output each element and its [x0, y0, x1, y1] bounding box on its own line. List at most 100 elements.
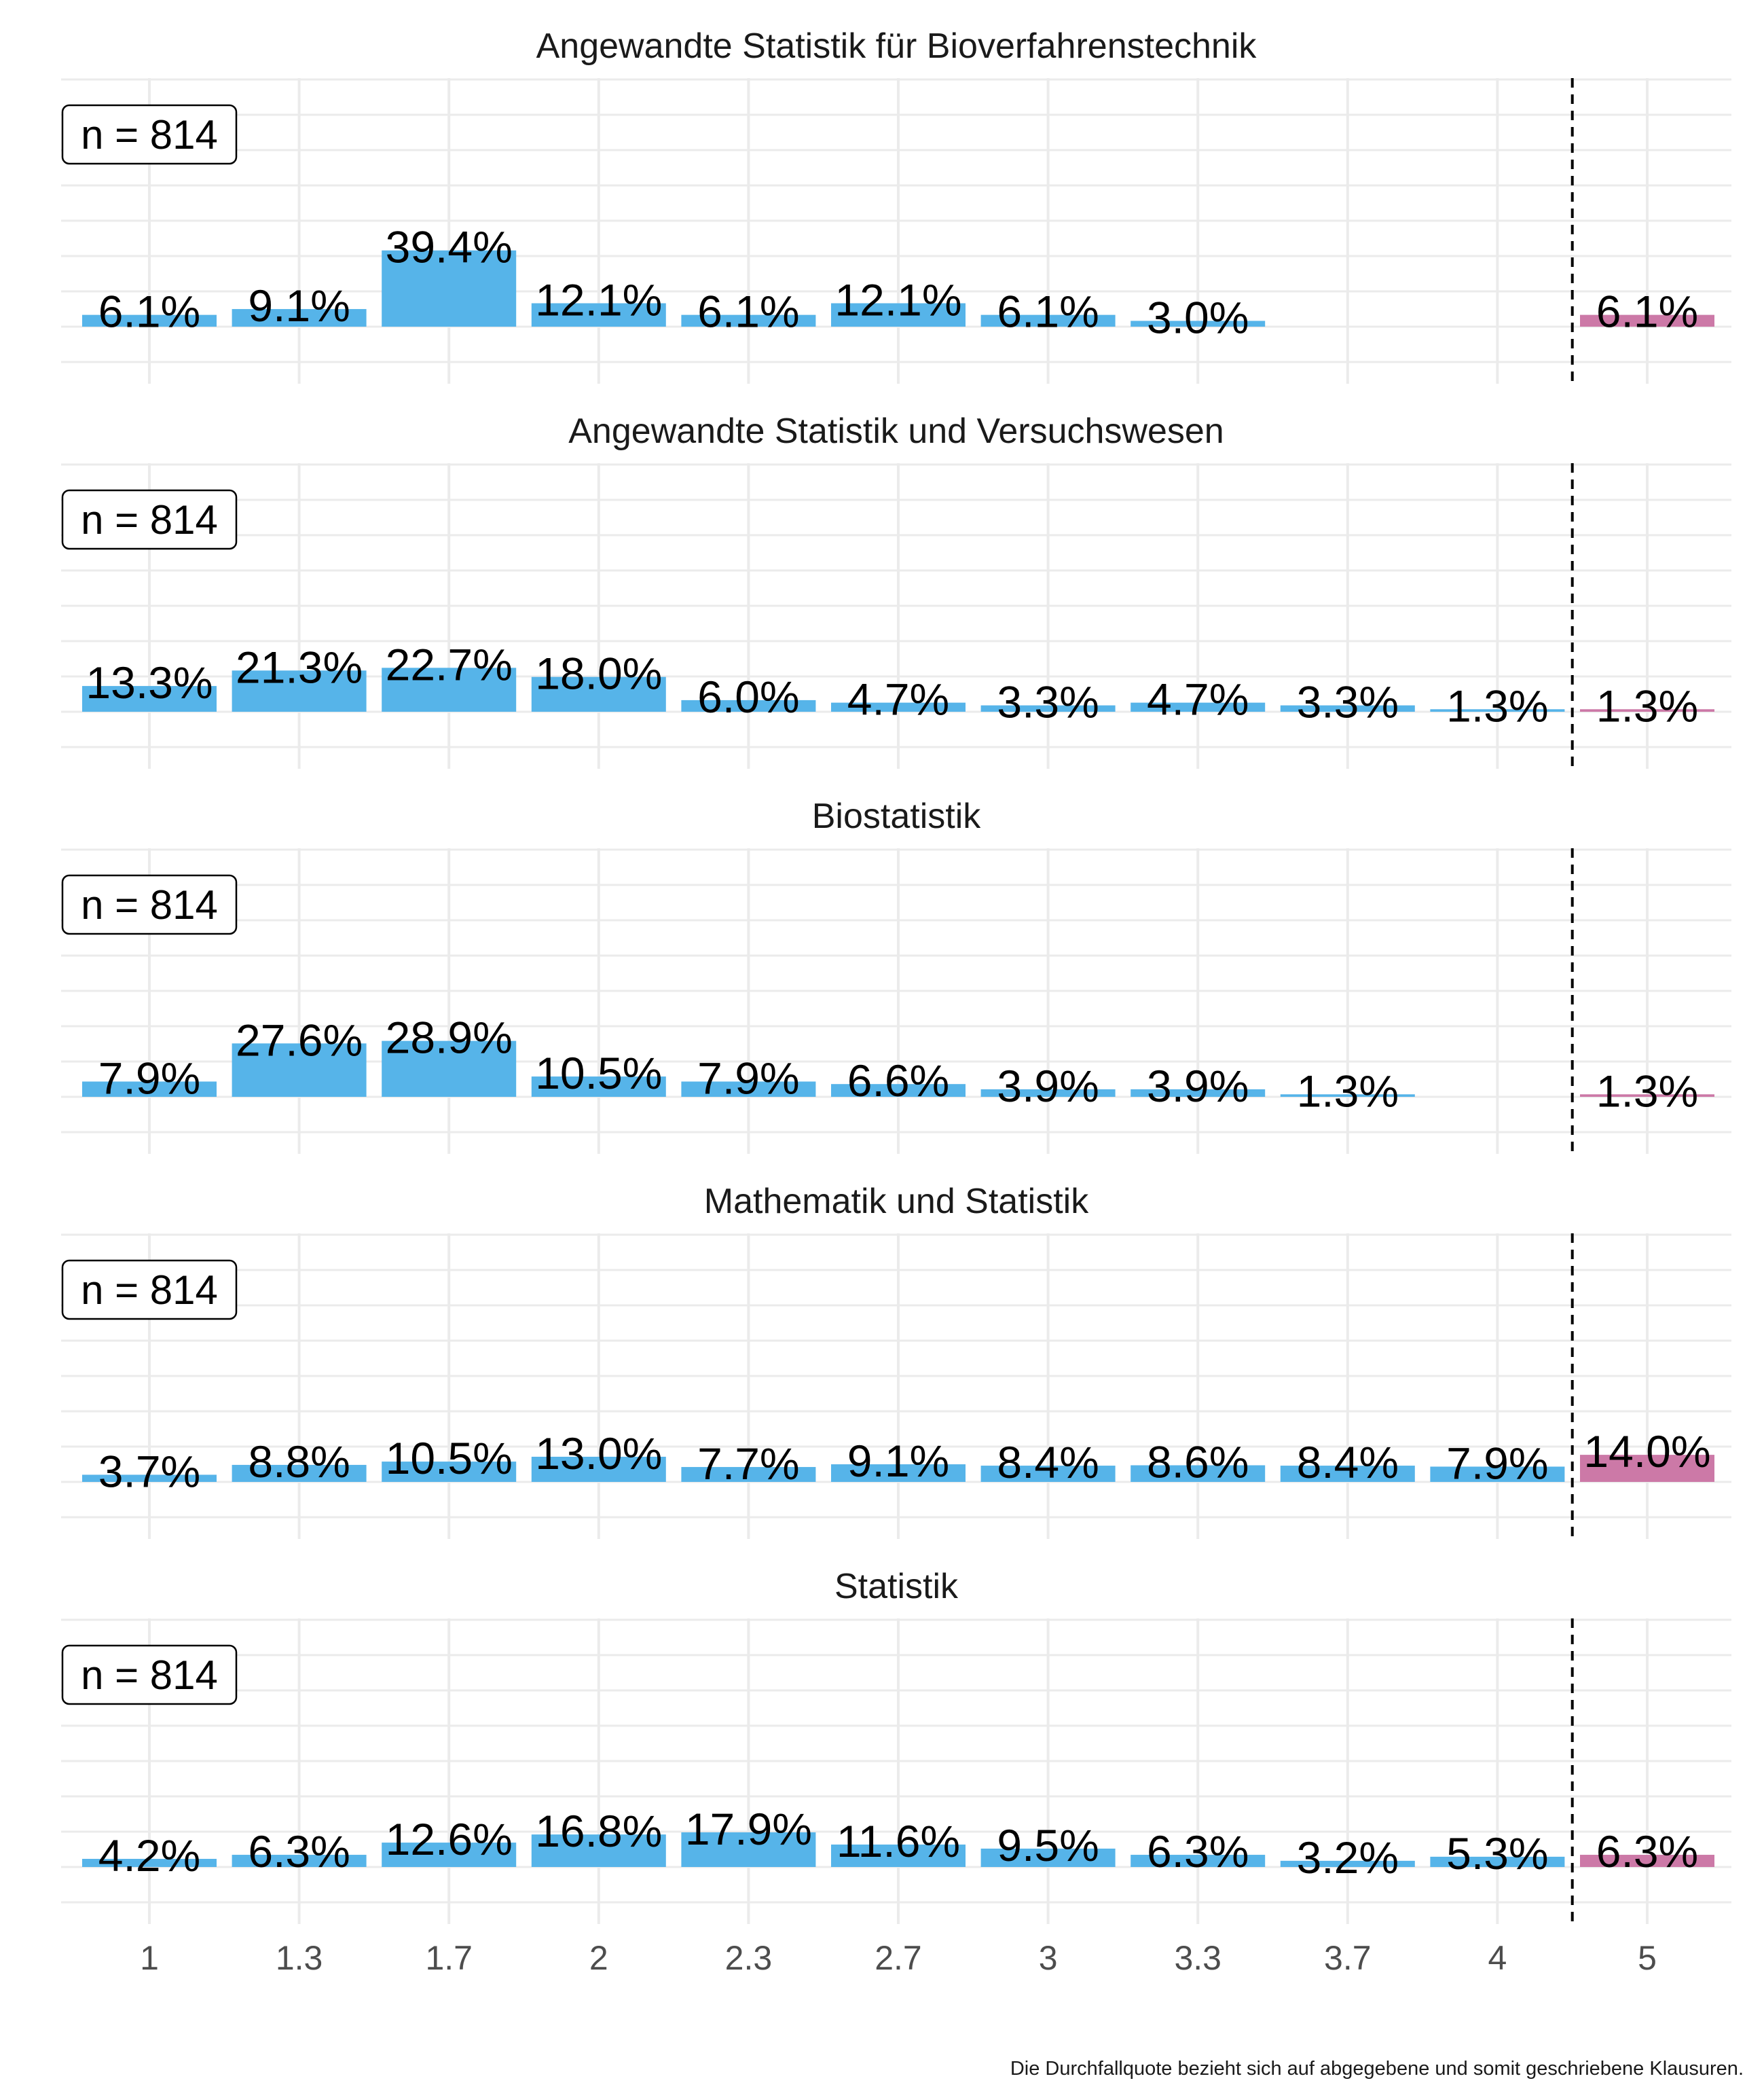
bar-label: 3.9% — [1147, 1061, 1249, 1111]
bar-label: 13.0% — [535, 1428, 662, 1479]
x-tick-label: 2 — [589, 1939, 608, 1977]
facet-title: Mathematik und Statistik — [704, 1182, 1089, 1221]
bar — [1430, 1466, 1565, 1482]
bar-label: 21.3% — [236, 642, 363, 692]
bar — [681, 1832, 816, 1867]
bar-label: 7.9% — [1446, 1438, 1548, 1488]
bar-label: 4.7% — [1147, 674, 1249, 725]
bar — [980, 1466, 1116, 1482]
bar — [232, 1855, 367, 1867]
facet-title: Angewandte Statistik und Versuchswesen — [568, 412, 1224, 451]
bar-label: 28.9% — [386, 1013, 513, 1063]
n-label: n = 814 — [81, 1267, 218, 1313]
bar — [1280, 1860, 1415, 1867]
x-tick-label: 1.7 — [425, 1939, 473, 1977]
bar-label: 17.9% — [685, 1804, 812, 1854]
facet-panel: Angewandte Statistik für Bioverfahrenste… — [61, 26, 1731, 384]
facet-title: Biostatistik — [812, 797, 982, 836]
facet-panel: Mathematik und Statistik 3.7% 8.8% 10.5% 13.… — [61, 1182, 1731, 1539]
bar-label: 1.3% — [1297, 1066, 1399, 1116]
bar — [82, 1081, 217, 1097]
x-tick-label: 1.3 — [276, 1939, 323, 1977]
bar — [831, 303, 966, 327]
bar-label: 22.7% — [386, 639, 513, 689]
bar-label: 18.0% — [535, 649, 662, 699]
bar — [1280, 1094, 1415, 1097]
bar-label: 1.3% — [1596, 681, 1698, 731]
x-tick-label: 2.7 — [875, 1939, 922, 1977]
bar-label: 8.4% — [997, 1437, 1099, 1487]
bar — [980, 1848, 1116, 1867]
bar-label: 14.0% — [1583, 1426, 1710, 1476]
bar — [1131, 321, 1266, 327]
bar-label: 39.4% — [386, 222, 513, 272]
bar-label: 7.9% — [98, 1053, 200, 1103]
n-label: n = 814 — [81, 1652, 218, 1698]
bar — [831, 1844, 966, 1867]
bar — [82, 1474, 217, 1482]
bar — [382, 1843, 517, 1867]
bar-label: 3.3% — [1297, 677, 1399, 727]
bar-fail — [1580, 1855, 1714, 1867]
bar — [1131, 1465, 1266, 1482]
bar-label: 7.7% — [697, 1438, 799, 1489]
bar — [681, 314, 816, 327]
bar — [980, 314, 1116, 327]
bar-label: 12.6% — [386, 1814, 513, 1864]
bar — [531, 1076, 666, 1097]
bar-label: 4.7% — [847, 674, 949, 725]
bar-label: 10.5% — [535, 1048, 662, 1098]
bar-label: 1.3% — [1446, 681, 1548, 731]
bar-label: 9.5% — [997, 1820, 1099, 1870]
bar-fail — [1580, 314, 1714, 327]
bar-label: 6.1% — [997, 287, 1099, 337]
n-label-box — [61, 489, 238, 550]
bar-label: 8.4% — [1297, 1437, 1399, 1487]
facet-panel: Statistik 4.2% 6.3% 12.6% 16.8% 17.9% 11.6% 9.5… — [61, 1567, 1731, 1924]
bar — [681, 700, 816, 712]
bar — [980, 1089, 1116, 1097]
bar — [1280, 705, 1415, 712]
facet-title: Statistik — [834, 1567, 959, 1606]
bar-label: 12.1% — [535, 275, 662, 325]
bar-label: 8.6% — [1147, 1436, 1249, 1487]
bar-label: 9.1% — [847, 1436, 949, 1486]
bar — [531, 1456, 666, 1482]
bar-label: 8.8% — [248, 1436, 350, 1487]
bar — [382, 1040, 517, 1097]
x-tick-label: 5 — [1638, 1939, 1657, 1977]
bar — [531, 676, 666, 712]
bar-label: 1.3% — [1596, 1066, 1698, 1116]
n-label: n = 814 — [81, 882, 218, 928]
bar-label: 6.1% — [98, 287, 200, 337]
n-label: n = 814 — [81, 497, 218, 543]
bar — [82, 314, 217, 327]
bar-label: 3.0% — [1147, 292, 1249, 342]
bar-fail — [1580, 1094, 1714, 1097]
bar-label: 7.9% — [697, 1053, 799, 1103]
x-tick-label: 1 — [140, 1939, 159, 1977]
bar-label: 3.3% — [997, 677, 1099, 727]
bar — [681, 1081, 816, 1097]
bar — [531, 1834, 666, 1867]
bar-label: 16.8% — [535, 1806, 662, 1856]
n-label: n = 814 — [81, 112, 218, 158]
bar — [232, 1043, 367, 1097]
bar — [681, 1467, 816, 1482]
bar — [1430, 709, 1565, 712]
bar-label: 3.9% — [997, 1061, 1099, 1111]
bar-label: 3.7% — [98, 1446, 200, 1496]
bar — [382, 668, 517, 712]
bar-label: 3.2% — [1297, 1832, 1399, 1883]
bar-label: 6.3% — [1147, 1826, 1249, 1876]
bar — [831, 1464, 966, 1482]
x-tick-label: 3 — [1039, 1939, 1058, 1977]
bar-label: 27.6% — [236, 1015, 363, 1065]
bar-label: 10.5% — [386, 1433, 513, 1483]
bar — [82, 1859, 217, 1867]
bar-fail — [1580, 1455, 1714, 1482]
bar — [1131, 1089, 1266, 1097]
bar-label: 12.1% — [834, 275, 961, 325]
bar — [232, 1464, 367, 1482]
bar-label: 9.1% — [248, 280, 350, 331]
